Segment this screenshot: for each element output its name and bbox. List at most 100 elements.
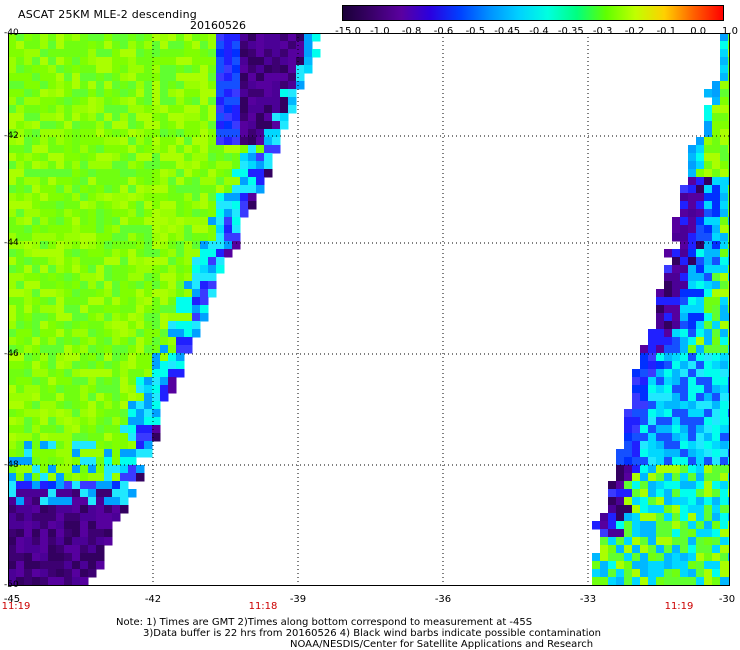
swath-cell: [152, 105, 161, 114]
swath-cell: [656, 561, 665, 570]
swath-cell: [152, 153, 161, 162]
swath-cell: [184, 289, 193, 298]
swath-cell: [72, 145, 81, 154]
swath-cell: [176, 297, 185, 306]
swath-cell: [232, 65, 241, 74]
swath-cell: [96, 241, 105, 250]
swath-cell: [696, 417, 705, 426]
swath-cell: [616, 545, 625, 554]
swath-cell: [104, 57, 113, 66]
swath-cell: [112, 393, 121, 402]
swath-cell: [720, 73, 729, 82]
swath-cell: [40, 289, 49, 298]
swath-cell: [160, 353, 169, 362]
swath-cell: [136, 81, 145, 90]
swath-cell: [128, 129, 137, 138]
swath-cell: [664, 345, 673, 354]
swath-cell: [8, 329, 17, 338]
swath-cell: [56, 353, 65, 362]
swath-cell: [72, 401, 81, 410]
swath-cell: [112, 145, 121, 154]
swath-cell: [208, 105, 217, 114]
swath-cell: [712, 185, 721, 194]
swath-cell: [296, 81, 305, 90]
swath-cell: [168, 121, 177, 130]
swath-cell: [56, 209, 65, 218]
swath-cell: [168, 161, 177, 170]
swath-cell: [168, 361, 177, 370]
swath-cell: [40, 393, 49, 402]
swath-cell: [720, 105, 729, 114]
swath-cell: [664, 305, 673, 314]
swath-cell: [88, 201, 97, 210]
swath-cell: [216, 41, 225, 50]
swath-cell: [144, 217, 153, 226]
swath-cell: [16, 57, 25, 66]
swath-cell: [56, 497, 65, 506]
swath-cell: [200, 105, 209, 114]
swath-cell: [248, 129, 257, 138]
swath-cell: [88, 185, 97, 194]
swath-cell: [632, 409, 641, 418]
swath-cell: [64, 169, 73, 178]
swath-cell: [64, 73, 73, 82]
swath-cell: [88, 233, 97, 242]
swath-cell: [56, 137, 65, 146]
swath-cell: [664, 449, 673, 458]
swath-cell: [656, 377, 665, 386]
swath-cell: [144, 345, 153, 354]
swath-cell: [64, 193, 73, 202]
swath-cell: [184, 137, 193, 146]
swath-cell: [72, 97, 81, 106]
swath-cell: [40, 489, 49, 498]
swath-cell: [264, 129, 273, 138]
swath-cell: [624, 497, 633, 506]
swath-cell: [128, 281, 137, 290]
swath-cell: [688, 233, 697, 242]
swath-cell: [152, 73, 161, 82]
swath-cell: [80, 417, 89, 426]
swath-cell: [648, 481, 657, 490]
swath-cell: [128, 161, 137, 170]
swath-cell: [56, 265, 65, 274]
swath-cell: [104, 113, 113, 122]
swath-cell: [88, 417, 97, 426]
swath-cell: [680, 289, 689, 298]
swath-cell: [88, 249, 97, 258]
swath-cell: [280, 89, 289, 98]
swath-cell: [664, 465, 673, 474]
swath-cell: [216, 161, 225, 170]
swath-cell: [96, 425, 105, 434]
swath-cell: [16, 457, 25, 466]
swath-cell: [104, 97, 113, 106]
swath-cell: [720, 393, 729, 402]
swath-cell: [80, 129, 89, 138]
swath-cell: [96, 529, 105, 538]
swath-cell: [80, 33, 89, 42]
swath-cell: [16, 153, 25, 162]
swath-cell: [40, 497, 49, 506]
swath-cell: [104, 265, 113, 274]
swath-cell: [8, 113, 17, 122]
swath-cell: [80, 217, 89, 226]
swath-cell: [56, 369, 65, 378]
swath-cell: [48, 217, 57, 226]
swath-cell: [32, 553, 41, 562]
swath-cell: [608, 497, 617, 506]
swath-cell: [288, 65, 297, 74]
swath-cell: [64, 233, 73, 242]
swath-cell: [64, 473, 73, 482]
swath-cell: [200, 161, 209, 170]
swath-cell: [64, 217, 73, 226]
swath-cell: [56, 97, 65, 106]
swath-cell: [64, 161, 73, 170]
swath-cell: [40, 137, 49, 146]
swath-cell: [24, 465, 33, 474]
swath-cell: [88, 377, 97, 386]
swath-cell: [48, 281, 57, 290]
swath-cell: [80, 513, 89, 522]
swath-cell: [112, 105, 121, 114]
swath-cell: [640, 561, 649, 570]
swath-cell: [272, 105, 281, 114]
swath-cell: [72, 185, 81, 194]
